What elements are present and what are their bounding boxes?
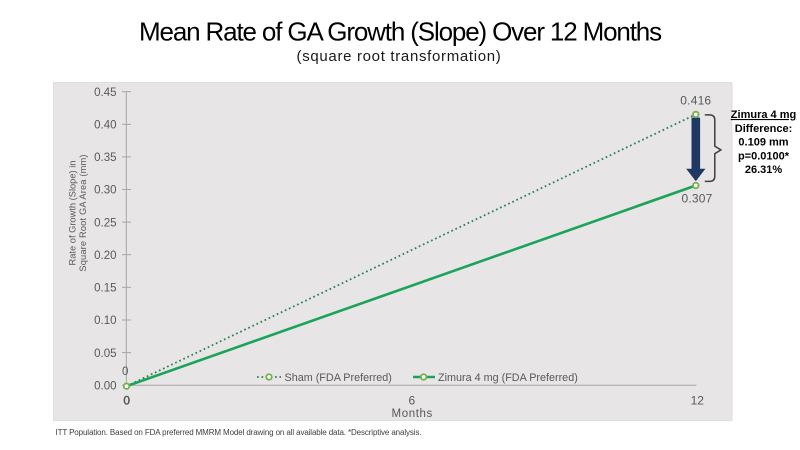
svg-text:Sham (FDA Preferred): Sham (FDA Preferred) <box>285 372 392 384</box>
svg-text:26.31%: 26.31% <box>745 164 783 176</box>
svg-text:0.30: 0.30 <box>94 185 116 197</box>
svg-text:0.35: 0.35 <box>94 152 116 164</box>
svg-text:0.416: 0.416 <box>680 94 711 108</box>
svg-text:0: 0 <box>123 393 130 407</box>
svg-text:0.15: 0.15 <box>94 283 116 295</box>
svg-text:(square root transformation): (square root transformation) <box>297 48 502 65</box>
svg-text:0.10: 0.10 <box>94 315 116 327</box>
svg-text:Zimura 4 mg (FDA Preferred): Zimura 4 mg (FDA Preferred) <box>438 372 578 384</box>
svg-text:0.109 mm: 0.109 mm <box>738 137 788 149</box>
svg-text:Square Root GA Area (mm): Square Root GA Area (mm) <box>78 154 88 271</box>
svg-text:6: 6 <box>408 393 415 407</box>
svg-text:Difference:: Difference: <box>735 123 792 135</box>
svg-text:0.40: 0.40 <box>94 120 116 132</box>
svg-text:Mean Rate of GA Growth (Slope): Mean Rate of GA Growth (Slope) Over 12 M… <box>139 16 662 46</box>
svg-text:0.05: 0.05 <box>94 348 116 360</box>
svg-text:0: 0 <box>123 393 130 407</box>
svg-text:ITT Population. Based on FDA: ITT Population. Based on FDA preferred M… <box>56 428 422 437</box>
svg-text:Rate of Growth (Slope) in: Rate of Growth (Slope) in <box>67 161 77 266</box>
svg-text:0.20: 0.20 <box>94 250 116 262</box>
svg-text:0.307: 0.307 <box>681 192 712 206</box>
svg-text:0.25: 0.25 <box>94 217 116 229</box>
svg-text:12: 12 <box>691 393 705 407</box>
svg-text:p=0.0100*: p=0.0100* <box>738 150 790 162</box>
svg-text:Zimura 4 mg: Zimura 4 mg <box>731 109 796 121</box>
svg-text:0.00: 0.00 <box>94 380 116 392</box>
svg-text:Months: Months <box>392 408 433 420</box>
svg-text:0: 0 <box>122 366 128 378</box>
svg-text:0.45: 0.45 <box>94 87 116 99</box>
